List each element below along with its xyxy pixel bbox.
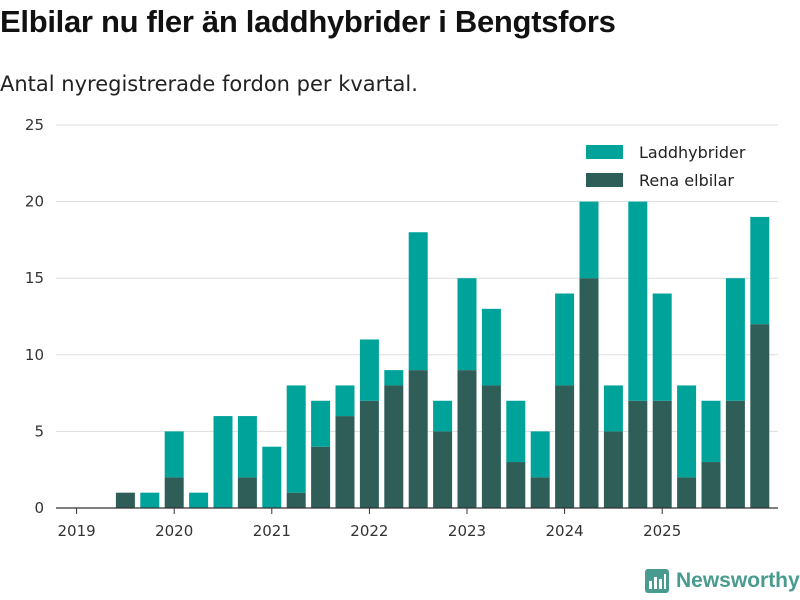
x-tick-label: 2019 xyxy=(58,522,96,540)
bar-elbilar xyxy=(359,400,379,508)
bar-elbilar xyxy=(457,370,477,508)
bar-laddhybrider xyxy=(140,492,160,508)
bar-elbilar xyxy=(335,416,355,508)
bar-laddhybrider xyxy=(725,278,745,401)
y-tick-label: 20 xyxy=(25,193,44,211)
bar-elbilar xyxy=(115,492,135,508)
bar-elbilar xyxy=(481,385,501,508)
bar-laddhybrider xyxy=(457,278,477,371)
y-tick-label: 25 xyxy=(25,116,44,134)
bar-laddhybrider xyxy=(335,385,355,417)
bar-elbilar xyxy=(237,477,257,508)
bar-elbilar xyxy=(286,492,306,508)
newsworthy-logo-icon xyxy=(645,569,669,593)
bar-laddhybrider xyxy=(530,431,550,478)
bar-elbilar xyxy=(530,477,550,508)
newsworthy-brand: Newsworthy xyxy=(644,568,800,594)
y-tick-label: 5 xyxy=(34,422,44,440)
x-tick-label: 2025 xyxy=(643,522,681,540)
bar-elbilar xyxy=(677,477,697,508)
x-axis: 2019 2020 2021 2022 2023 2024 2025 xyxy=(56,507,778,540)
bar-laddhybrider xyxy=(164,431,184,478)
bar-elbilar xyxy=(433,431,453,508)
bar-elbilar xyxy=(652,400,672,508)
bar-elbilar xyxy=(750,324,770,508)
bar-laddhybrider xyxy=(286,385,306,493)
bar-elbilar xyxy=(555,385,575,508)
bar-laddhybrider xyxy=(701,400,721,463)
bar-elbilar xyxy=(628,400,648,508)
bar-laddhybrider xyxy=(359,339,379,401)
bar-laddhybrider xyxy=(433,400,453,432)
bar-elbilar xyxy=(579,278,599,508)
legend-swatch-laddhybrider xyxy=(586,145,623,159)
chart-subtitle: Antal nyregistrerade fordon per kvartal. xyxy=(0,72,418,96)
x-tick-label: 2022 xyxy=(350,522,388,540)
bar-laddhybrider xyxy=(262,446,282,508)
bar-laddhybrider xyxy=(555,293,575,386)
x-tick-label: 2024 xyxy=(546,522,584,540)
legend-label-laddhybrider: Laddhybrider xyxy=(639,143,746,162)
y-tick-label: 10 xyxy=(25,346,44,364)
bars xyxy=(115,201,770,508)
bar-laddhybrider xyxy=(237,416,257,478)
legend: Laddhybrider Rena elbilar xyxy=(586,143,746,190)
bar-elbilar xyxy=(164,477,184,508)
chart-title: Elbilar nu fler än laddhybrider i Bengts… xyxy=(0,4,616,39)
bar-laddhybrider xyxy=(579,201,599,279)
y-tick-label: 15 xyxy=(25,269,44,287)
bar-laddhybrider xyxy=(506,400,526,463)
bar-laddhybrider xyxy=(677,385,697,478)
y-tick-label: 0 xyxy=(34,499,44,517)
bar-elbilar xyxy=(311,446,331,508)
x-tick-label: 2023 xyxy=(448,522,486,540)
x-tick-label: 2020 xyxy=(155,522,193,540)
bar-elbilar xyxy=(384,385,404,508)
y-axis-ticks: 0 5 10 15 20 25 xyxy=(25,116,44,517)
bar-laddhybrider xyxy=(189,492,209,508)
bar-laddhybrider xyxy=(628,201,648,401)
bar-elbilar xyxy=(701,462,721,508)
bar-elbilar xyxy=(725,400,745,508)
bar-laddhybrider xyxy=(603,385,623,432)
legend-label-elbilar: Rena elbilar xyxy=(639,171,734,190)
legend-swatch-elbilar xyxy=(586,173,623,187)
bar-laddhybrider xyxy=(481,308,501,386)
bar-laddhybrider xyxy=(652,293,672,401)
bar-laddhybrider xyxy=(311,400,331,447)
brand-name: Newsworthy xyxy=(676,569,800,592)
bar-laddhybrider xyxy=(408,232,428,371)
bar-elbilar xyxy=(603,431,623,508)
bar-laddhybrider xyxy=(750,216,770,325)
bar-elbilar xyxy=(506,462,526,508)
bar-laddhybrider xyxy=(384,370,404,386)
bar-elbilar xyxy=(408,370,428,508)
x-tick-label: 2021 xyxy=(253,522,291,540)
bar-laddhybrider xyxy=(213,416,233,508)
